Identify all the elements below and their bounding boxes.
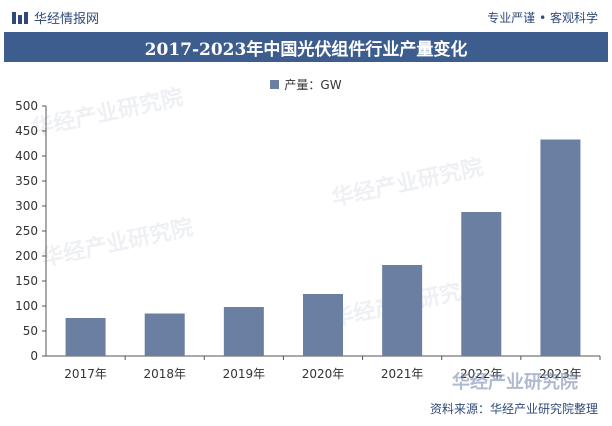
bar [144,313,185,356]
source-note: 资料来源：华经产业研究院整理 [429,402,598,416]
chart-title: 2017-2023年中国光伏组件行业产量变化 [144,39,468,60]
y-tick-label: 400 [15,149,38,163]
bar [303,294,343,356]
legend-swatch [270,80,280,89]
y-tick-label: 150 [15,274,38,288]
y-tick-label: 500 [15,99,38,113]
x-tick-label: 2021年 [381,367,424,381]
bar [65,318,106,356]
tagline: 专业严谨 • 客观科学 [487,11,598,25]
y-tick-label: 200 [15,249,38,263]
bar [461,212,502,356]
y-tick-label: 50 [23,324,38,338]
y-tick-label: 450 [15,124,38,138]
x-tick-label: 2019年 [223,367,266,381]
bar [382,265,423,356]
watermark-logo-text: 华经产业研究院 [452,372,578,393]
legend: 产量：GW [0,76,612,93]
top-bar: 华经情报网 专业严谨 • 客观科学 [0,0,612,32]
brand-logo-icon [12,11,28,24]
y-tick-label: 100 [15,299,38,313]
x-tick-label: 2017年 [64,367,107,381]
y-tick-label: 250 [15,224,38,238]
y-tick-label: 350 [15,174,38,188]
brand-name: 华经情报网 [34,12,100,27]
x-tick-label: 2018年 [143,367,186,381]
legend-label: 产量：GW [284,78,342,92]
x-tick-label: 2022年 [460,367,503,381]
bar [540,139,581,356]
y-tick-label: 0 [30,349,38,363]
y-tick-label: 300 [15,199,38,213]
x-tick-label: 2023年 [539,367,582,381]
brand: 华经情报网 [12,8,99,27]
bar [223,307,264,356]
title-bar: 2017-2023年中国光伏组件行业产量变化 [4,32,608,62]
x-tick-label: 2020年 [302,367,345,381]
